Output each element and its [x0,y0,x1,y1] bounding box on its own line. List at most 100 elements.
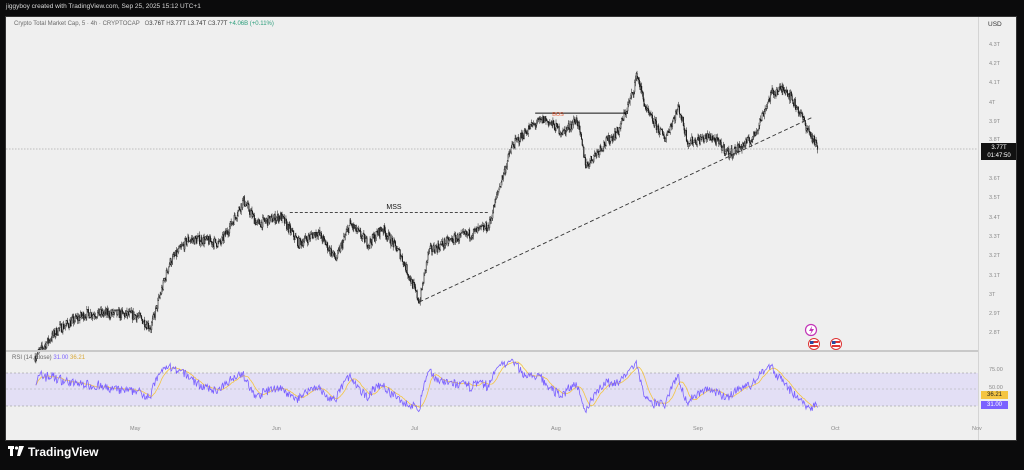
candle-body [528,125,530,130]
candle-body [76,316,78,319]
candle-body [99,314,101,316]
candle-body [351,223,353,226]
candle-body [179,245,181,248]
candle-body [511,143,513,148]
candle-body [775,94,777,97]
candle-body [770,92,772,102]
candle-body [91,315,93,318]
candle-body [473,228,475,231]
candle-body [209,236,211,245]
candle-body [273,217,275,222]
price-chart[interactable]: MSS BOS [6,17,978,441]
candle-body [82,312,84,316]
candle-body [388,232,390,237]
candle-body [430,245,432,247]
candle-body [654,119,656,127]
candle-body [740,145,742,151]
candle-body [671,124,673,127]
candle-body [75,315,77,319]
chart-frame[interactable]: Crypto Total Market Cap, 5 · 4h · CRYPTO… [5,16,1017,441]
candle-body [805,124,807,131]
candle-body [817,146,819,150]
candle-body [523,138,525,139]
pane-divider[interactable] [6,350,978,352]
candle-body [51,332,53,341]
rsi-value: 31.00 [53,355,69,361]
candle-body [364,238,366,243]
candle-body [659,128,661,135]
candle-body [63,326,65,329]
candle-body [95,316,97,318]
candle-body [423,273,425,284]
candle-body [418,299,420,304]
candle-body [652,121,654,123]
candle-body [648,108,650,113]
candle-body [209,236,211,242]
ohlc-high-label: H [166,21,171,27]
candle-body [800,112,802,114]
candle-body [749,140,751,143]
candle-body [809,131,811,133]
candle-body [636,73,638,79]
candle-body [581,139,583,146]
event-flags[interactable] [804,323,842,350]
candle-body [253,214,255,224]
candle-body [228,232,230,235]
candle-body [129,310,131,312]
candle-body [610,137,612,142]
candle-body [330,248,332,256]
candle-body [796,107,798,110]
candle-body [750,141,752,145]
candle-body [606,137,608,139]
ohlc-low-label: L [187,21,191,27]
rsi-tick: 75.00 [989,367,1003,373]
candle-body [684,129,686,135]
candle-body [203,237,205,244]
candle-body [486,230,488,232]
candle-body [666,132,668,136]
candle-body [658,125,660,133]
candle-body [361,236,363,239]
rsi-pane [6,358,978,414]
candle-body [739,144,741,148]
candle-body [462,231,464,233]
candle-body [374,237,376,242]
month-label: Oct [831,426,840,432]
symbol-name[interactable]: Crypto Total Market Cap, 5 · 4h · CRYPTO… [14,21,140,27]
candle-body [134,314,136,319]
candle-body [725,151,727,154]
candle-body [185,238,187,240]
candle-body [422,283,424,290]
candle-body [773,91,775,96]
candle-body [158,296,160,301]
candle-body [646,107,648,111]
candle-body [703,138,705,142]
candle-body [513,144,515,147]
rsi-legend[interactable]: RSI (14, close) 31.00 36.21 [12,355,85,361]
candle-body [759,118,761,126]
candle-body [743,143,745,147]
candle-body [812,138,814,143]
candle-body [48,339,50,343]
candle-body [108,311,110,317]
candle-body [543,116,545,123]
candle-body [784,90,786,94]
candle-body [609,141,611,144]
currency-label[interactable]: USD [988,21,1002,28]
candle-body [54,334,56,337]
candle-body [72,316,74,318]
tradingview-logo[interactable]: TradingView [8,445,98,459]
candle-body [67,320,69,324]
candle-body [104,311,106,314]
candle-body [685,130,687,135]
candle-body [428,251,430,253]
candle-body [753,131,755,134]
candle-body [747,136,749,138]
bos-label: BOS [552,112,564,118]
candle-body [720,141,722,147]
candle-body [94,316,96,318]
candle-body [381,229,383,231]
candle-body [158,296,160,298]
candle-body [498,189,500,192]
candle-body [249,210,251,215]
